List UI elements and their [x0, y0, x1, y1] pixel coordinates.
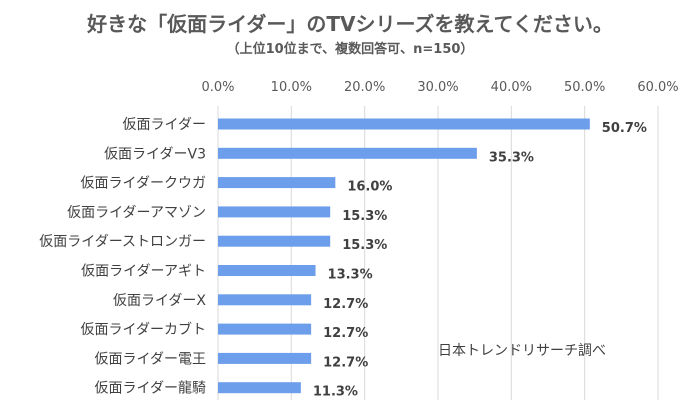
category-label: 仮面ライダークウガ [81, 176, 206, 192]
category-label: 仮面ライダー [123, 117, 206, 133]
bar [218, 206, 331, 218]
tick-label: 20.0% [344, 80, 385, 95]
bar [218, 294, 312, 306]
category-label: 仮面ライダー電王 [95, 351, 206, 367]
bar [218, 352, 312, 364]
category-label: 仮面ライダーアギト [81, 264, 206, 280]
data-label: 12.7% [323, 326, 368, 341]
data-label: 11.3% [313, 385, 358, 400]
bar [218, 265, 316, 276]
data-label: 13.3% [328, 268, 373, 283]
bar [218, 323, 312, 335]
gridlines [217, 106, 659, 400]
bar [218, 118, 590, 130]
category-label: 仮面ライダー龍騎 [95, 380, 206, 397]
bar [218, 382, 301, 394]
data-label: 15.3% [342, 238, 387, 253]
data-label: 16.0% [347, 180, 392, 195]
chart-subtitle: （上位10位まで、複数回答可、n=150） [226, 42, 474, 57]
category-label: 仮面ライダーストロンガー [39, 234, 206, 250]
data-labels: 50.7% 35.3% 16.0% 15.3% 15.3% 13.3% 12.7% 12.7%… [313, 121, 647, 400]
data-label: 12.7% [323, 297, 368, 312]
tick-label: 40.0% [491, 80, 532, 95]
source-note: 日本トレンドリサーチ調べ [438, 343, 606, 359]
x-axis-ticks: 0.0% 10.0% 20.0% 30.0% 40.0% 50.0% 60.0% [201, 80, 678, 95]
data-label: 50.7% [602, 121, 647, 136]
tick-label: 60.0% [637, 80, 678, 95]
category-label: 仮面ライダーX [113, 293, 206, 309]
bar [218, 177, 336, 189]
data-label: 15.3% [342, 209, 387, 224]
category-label: 仮面ライダーV3 [104, 146, 206, 162]
data-label: 12.7% [323, 355, 368, 370]
tick-label: 0.0% [201, 80, 234, 95]
tick-label: 30.0% [417, 80, 458, 95]
bar [218, 147, 477, 159]
tick-label: 10.0% [271, 80, 312, 95]
category-label: 仮面ライダーカブト [81, 321, 206, 338]
data-label: 35.3% [489, 150, 534, 165]
chart-title: 好きな「仮面ライダー」のTVシリーズを教えてください。 [87, 12, 613, 36]
bars [218, 118, 590, 394]
bar [218, 235, 331, 247]
category-label: 仮面ライダーアマゾン [67, 205, 206, 221]
tick-label: 50.0% [564, 80, 605, 95]
